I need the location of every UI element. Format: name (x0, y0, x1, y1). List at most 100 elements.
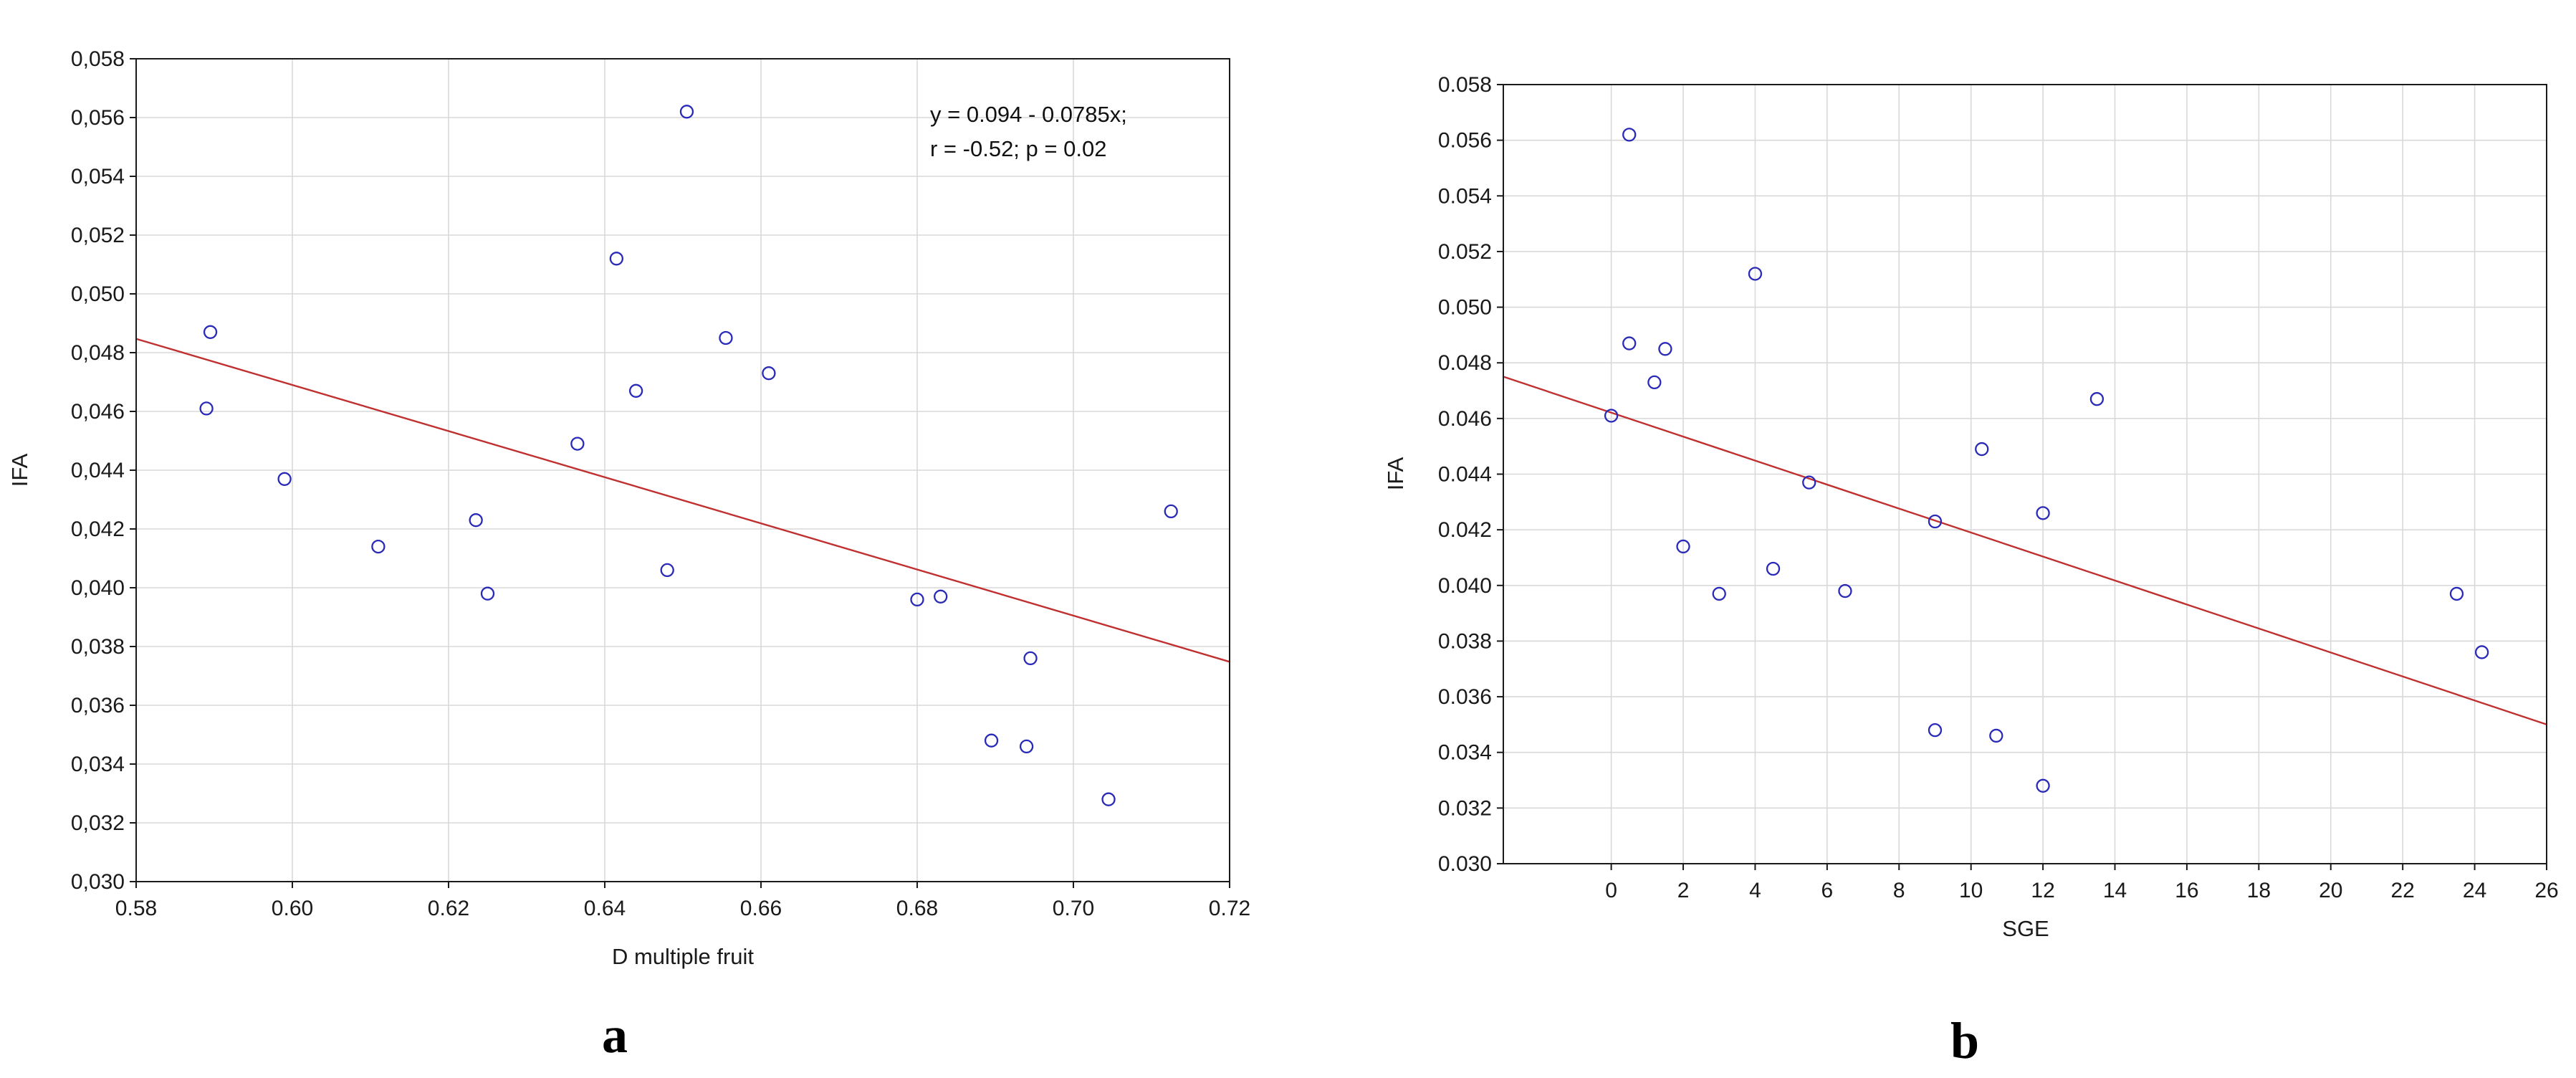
chart-a-y-axis-label: IFA (7, 453, 32, 487)
panel-label-b: b (1950, 1012, 1979, 1069)
y-tick-label: 0.050 (1438, 296, 1492, 320)
data-point (910, 592, 924, 607)
data-point (1622, 336, 1637, 350)
x-tick-label: 0.70 (1053, 897, 1094, 920)
y-tick-label: 0.056 (1438, 129, 1492, 153)
chart-a-y-tick-labels: 0,030 0,032 0,034 0,036 0,038 0,040 0,042 0,044… (71, 47, 125, 894)
y-tick-label: 0.052 (1438, 240, 1492, 264)
chart-b-x-axis-label: SGE (2002, 916, 2049, 941)
x-tick-label: 0.58 (115, 897, 157, 920)
y-tick-label: 0.044 (1438, 463, 1492, 487)
y-tick-label: 0,042 (71, 517, 125, 541)
x-tick-label: 12 (2031, 879, 2054, 902)
data-point (1989, 728, 2003, 743)
data-point (609, 252, 623, 266)
y-tick-label: 0,044 (71, 459, 125, 482)
data-point (480, 586, 495, 601)
y-tick-label: 0.040 (1438, 574, 1492, 598)
y-tick-label: 0.054 (1438, 184, 1492, 208)
data-point (1604, 409, 1619, 423)
y-tick-label: 0,046 (71, 400, 125, 424)
chart-b-plot-frame (1503, 84, 2547, 864)
y-tick-label: 0.032 (1438, 796, 1492, 820)
chart-panel-a: 0,030 0,032 0,034 0,036 0,038 0,040 0,042 0,044… (7, 47, 1250, 1064)
x-tick-label: 18 (2247, 879, 2271, 902)
data-point (1712, 586, 1726, 601)
data-point (469, 513, 483, 528)
chart-b-gridlines (1503, 84, 2547, 864)
chart-b-points (1604, 128, 2489, 793)
data-point (1676, 539, 1690, 554)
data-point (984, 733, 999, 748)
y-tick-label: 0.048 (1438, 351, 1492, 375)
data-point (1928, 514, 1943, 529)
data-point (277, 472, 292, 486)
data-point (1838, 583, 1852, 598)
data-point (1748, 267, 1763, 281)
chart-a-x-axis-label: D multiple fruit (612, 944, 754, 969)
data-point (2036, 778, 2050, 793)
x-tick-label: 26 (2534, 879, 2558, 902)
data-point (719, 330, 733, 345)
chart-b-y-axis-label: IFA (1383, 457, 1408, 490)
x-tick-label: 24 (2463, 879, 2486, 902)
data-point (762, 366, 776, 381)
data-point (628, 383, 643, 398)
data-point (1647, 375, 1662, 390)
chart-b-x-tick-labels: 0 2 4 6 8 10 12 14 16 18 20 22 24 26 (1605, 879, 2558, 902)
y-tick-label: 0.038 (1438, 629, 1492, 653)
data-point (1928, 723, 1943, 738)
y-tick-label: 0.034 (1438, 741, 1492, 765)
y-tick-label: 0,034 (71, 753, 125, 776)
panel-label-a: a (602, 1006, 628, 1064)
data-point (199, 401, 214, 416)
x-tick-label: 0.72 (1209, 897, 1250, 920)
data-point (1019, 739, 1034, 754)
y-tick-label: 0,036 (71, 694, 125, 717)
x-tick-label: 16 (2175, 879, 2198, 902)
y-tick-label: 0.030 (1438, 852, 1492, 876)
chart-a-regression-line (135, 338, 1230, 663)
data-point (2036, 506, 2050, 520)
y-tick-label: 0.058 (1438, 73, 1492, 97)
chart-a-x-tick-labels: 0.58 0.60 0.62 0.64 0.66 0.68 0.70 0.72 (115, 897, 1250, 920)
y-tick-label: 0.046 (1438, 407, 1492, 431)
x-tick-label: 0.64 (584, 897, 626, 920)
data-point (1766, 561, 1781, 576)
x-tick-label: 0.62 (428, 897, 469, 920)
data-point (203, 325, 218, 339)
y-tick-label: 0,050 (71, 282, 125, 306)
chart-panel-b: 0.030 0.032 0.034 0.036 0.038 0.040 0.042 0.044… (1383, 73, 2559, 1069)
chart-b-regression-line (1503, 376, 2547, 725)
data-point (934, 589, 948, 604)
y-tick-label: 0.036 (1438, 685, 1492, 709)
data-point (1164, 504, 1178, 519)
data-point (1101, 792, 1116, 806)
data-point (660, 563, 674, 578)
y-tick-label: 0.042 (1438, 518, 1492, 542)
x-tick-label: 8 (1893, 879, 1905, 902)
data-point (1622, 128, 1637, 142)
data-point (679, 105, 694, 119)
data-point (1802, 475, 1816, 490)
x-tick-label: 4 (1749, 879, 1761, 902)
chart-a-plot-frame (135, 58, 1230, 882)
data-point (2449, 586, 2464, 601)
chart-b-y-tick-labels: 0.030 0.032 0.034 0.036 0.038 0.040 0.042 0.044… (1438, 73, 1492, 876)
x-tick-label: 0 (1605, 879, 1617, 902)
y-tick-label: 0,032 (71, 811, 125, 835)
y-tick-label: 0,054 (71, 165, 125, 189)
x-tick-label: 14 (2103, 879, 2127, 902)
chart-a-tick-marks (130, 58, 1230, 888)
x-tick-label: 22 (2390, 879, 2414, 902)
x-tick-label: 6 (1821, 879, 1834, 902)
x-tick-label: 10 (1959, 879, 1983, 902)
data-point (2089, 392, 2105, 406)
data-point (2474, 645, 2489, 659)
y-tick-label: 0,056 (71, 106, 125, 130)
data-point (1975, 442, 1989, 457)
y-tick-label: 0,052 (71, 224, 125, 247)
y-tick-label: 0,038 (71, 635, 125, 659)
y-tick-label: 0,040 (71, 576, 125, 600)
